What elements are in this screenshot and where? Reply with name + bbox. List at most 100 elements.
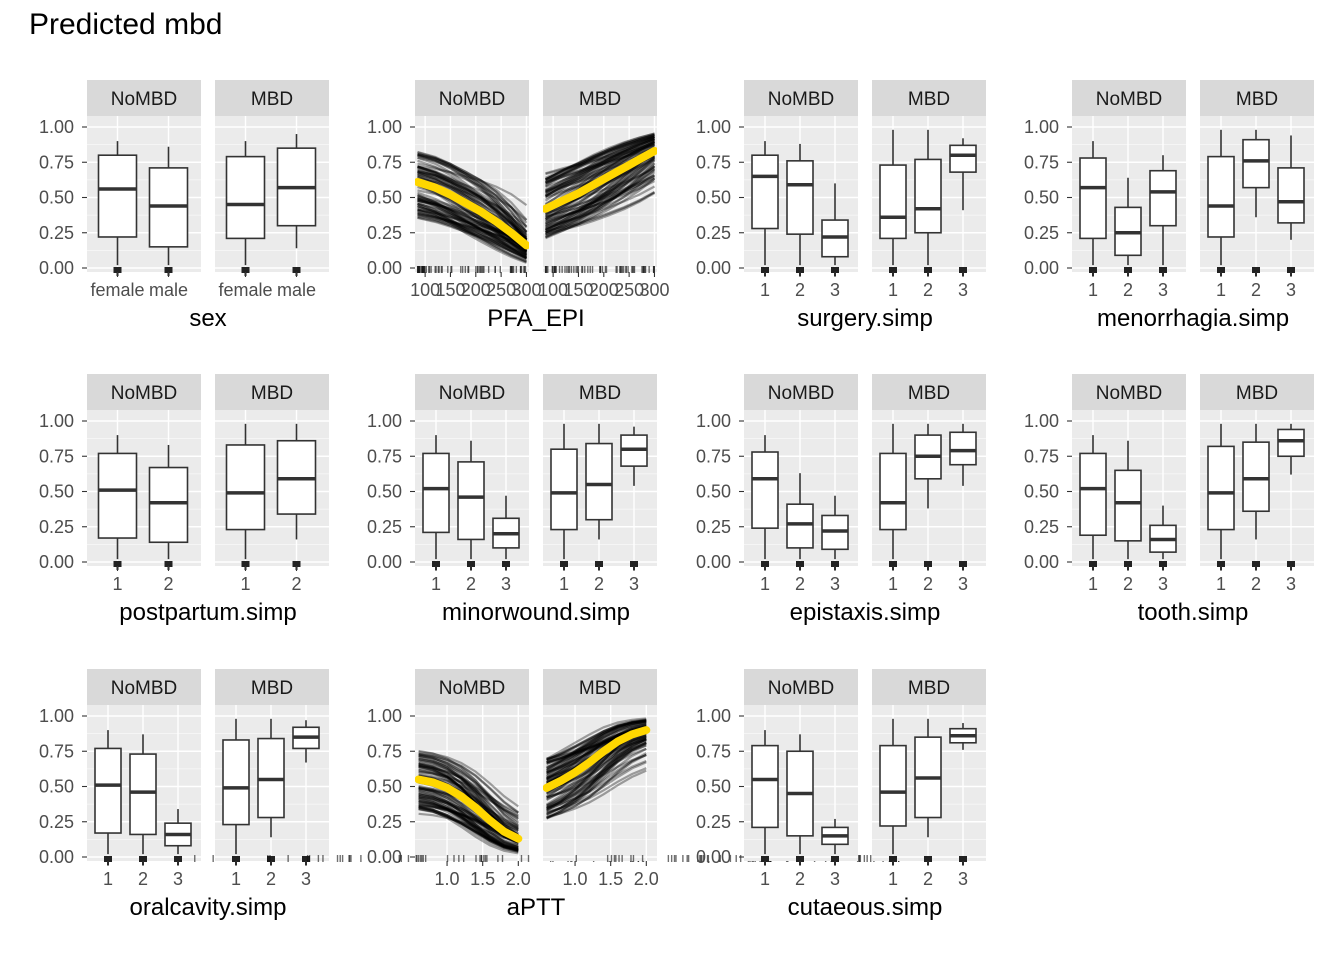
subplot-surgery-simp: 0.00 0.25 0.50 0.75 1.00 NoMBD 1 2 3 MBD 1 2 3 surger… (696, 80, 986, 332)
y-tick-label: 0.25 (1024, 223, 1059, 243)
prediction-curve (418, 754, 519, 827)
prediction-curve (418, 812, 519, 843)
facet-mbd: MBD 1 2 (215, 374, 329, 594)
x-tick-label: 250 (486, 280, 516, 300)
facet-nombd: NoMBD 1 2 3 (744, 374, 858, 594)
x-tick-label: 1.5 (598, 869, 623, 889)
y-tick-label: 0.25 (696, 812, 731, 832)
prediction-curve (546, 738, 647, 819)
box-3 (1149, 155, 1177, 276)
box-body (949, 144, 977, 173)
box-body (148, 466, 189, 544)
prediction-curve (418, 765, 519, 817)
prediction-curve (418, 785, 519, 847)
prediction-curve (546, 761, 647, 813)
prediction-curve (417, 165, 528, 240)
y-tick-label: 1.00 (1024, 411, 1059, 431)
prediction-curve (418, 752, 519, 814)
prediction-curve (417, 201, 527, 263)
prediction-curve (418, 795, 519, 844)
box-3 (1277, 423, 1305, 570)
box-2 (1114, 440, 1142, 570)
x-tick-label: 150 (435, 280, 465, 300)
prediction-curve (546, 719, 647, 762)
prediction-curve (545, 720, 647, 786)
prediction-curve (546, 737, 647, 799)
prediction-curve (545, 142, 655, 185)
prediction-curve (546, 747, 647, 815)
x-tick-label: 2 (795, 869, 805, 889)
prediction-curve (544, 139, 655, 198)
x-tick-label: 3 (301, 869, 311, 889)
prediction-curve (545, 174, 656, 224)
y-tick-label: 1.00 (39, 411, 74, 431)
prediction-curve (546, 736, 647, 817)
facet-strip (872, 669, 986, 705)
y-tick-label: 0.25 (367, 517, 402, 537)
box-1 (879, 423, 907, 570)
panel-background (415, 116, 529, 272)
y-tick-label: 0.25 (39, 812, 74, 832)
prediction-curve (545, 174, 655, 215)
y-tick-label: 0.25 (1024, 517, 1059, 537)
y-tick-label: 0.75 (696, 741, 731, 761)
prediction-curve (418, 797, 519, 851)
facet-strip (744, 80, 858, 116)
box-body (94, 747, 122, 834)
prediction-curve (545, 191, 656, 234)
curve-group (415, 150, 529, 264)
facet-mbd: MBD 1 2 3 (543, 374, 657, 594)
y-tick-label: 0.25 (696, 223, 731, 243)
prediction-curve (545, 719, 647, 778)
y-tick-label: 0.00 (696, 552, 731, 572)
facet-label: NoMBD (1096, 383, 1163, 404)
subplot-menorrhagia-simp: 0.00 0.25 0.50 0.75 1.00 NoMBD 1 2 3 MBD 1 2 3 menorr… (1024, 80, 1314, 332)
prediction-curve (417, 154, 528, 238)
prediction-curve (417, 216, 527, 256)
box-2 (276, 423, 317, 570)
box-1 (751, 141, 779, 276)
facet-strip (543, 669, 657, 705)
prediction-curve (546, 721, 647, 774)
y-tick-label: 1.00 (696, 117, 731, 137)
prediction-curve (546, 723, 647, 780)
prediction-curve (417, 185, 528, 252)
x-tick-label: 1 (559, 574, 569, 594)
y-tick-label: 0.75 (1024, 446, 1059, 466)
prediction-curve (546, 769, 647, 819)
prediction-curve (545, 174, 656, 219)
prediction-curve (418, 789, 519, 851)
box-3 (1277, 135, 1305, 276)
x-tick-label: 2.0 (506, 869, 531, 889)
x-tick-label: 2 (795, 280, 805, 300)
prediction-curve (546, 741, 647, 819)
box-1 (97, 435, 138, 570)
prediction-curve (417, 208, 527, 260)
x-tick-label: 2 (1251, 280, 1261, 300)
prediction-curve (418, 806, 519, 850)
prediction-curve (417, 150, 528, 240)
prediction-curve (418, 799, 519, 850)
y-tick-label: 0.00 (1024, 258, 1059, 278)
prediction-curve (418, 753, 519, 836)
box-2 (1242, 129, 1270, 276)
prediction-curve (546, 738, 647, 816)
x-tick-label: 1 (888, 280, 898, 300)
x-tick-label: 200 (589, 280, 619, 300)
prediction-curve (417, 194, 528, 259)
x-tick-label: 1 (888, 869, 898, 889)
prediction-curve (417, 154, 528, 241)
box-3 (620, 426, 648, 570)
prediction-curve (418, 796, 519, 850)
prediction-curve (417, 153, 528, 233)
prediction-curve (545, 135, 655, 181)
prediction-curve (546, 744, 647, 795)
prediction-curve (417, 194, 528, 259)
mean-curve (543, 147, 657, 213)
prediction-curve (545, 156, 656, 230)
prediction-curve (418, 759, 519, 831)
x-tick-label: 1 (240, 574, 250, 594)
facet-strip (1200, 374, 1314, 410)
x-tick-label: 1 (760, 280, 770, 300)
